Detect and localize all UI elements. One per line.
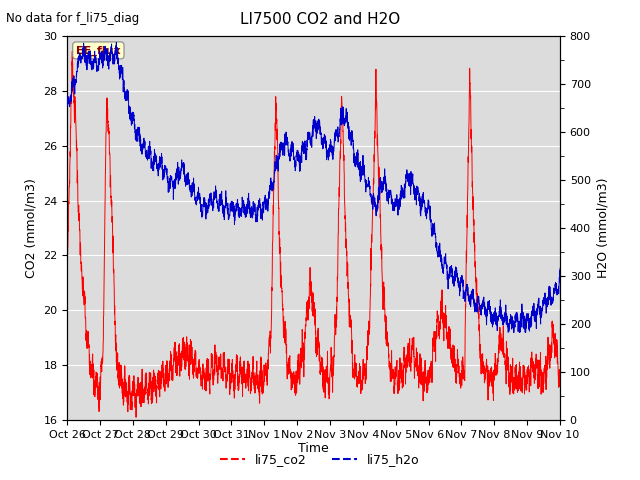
Legend: li75_co2, li75_h2o: li75_co2, li75_h2o <box>215 448 425 471</box>
Text: EE_flux: EE_flux <box>76 45 121 56</box>
X-axis label: Time: Time <box>298 443 329 456</box>
Y-axis label: H2O (mmol/m3): H2O (mmol/m3) <box>596 178 609 278</box>
Text: LI7500 CO2 and H2O: LI7500 CO2 and H2O <box>240 12 400 27</box>
Y-axis label: CO2 (mmol/m3): CO2 (mmol/m3) <box>25 178 38 278</box>
Text: No data for f_li75_diag: No data for f_li75_diag <box>6 12 140 25</box>
